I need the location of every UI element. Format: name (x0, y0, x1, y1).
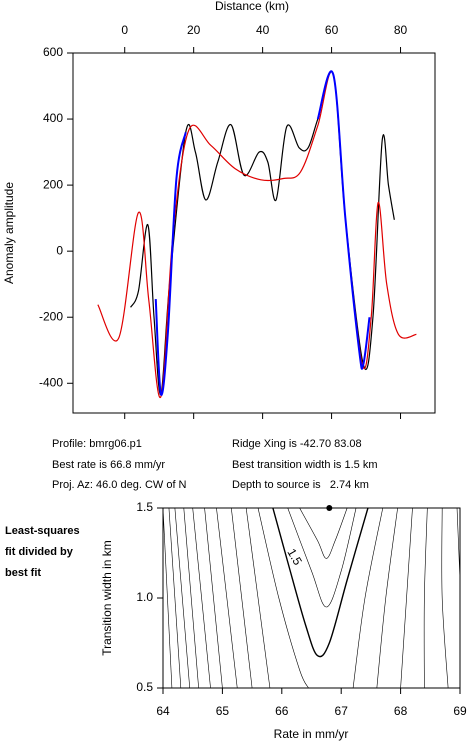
x-tick-label: 66 (275, 704, 289, 718)
y-axis-label: Anomaly amplitude (2, 182, 16, 284)
x-tick-label: 60 (325, 23, 339, 37)
y-tick-label: -400 (39, 375, 63, 389)
x-tick-label: 68 (394, 704, 408, 718)
y-tick-label: 1.5 (136, 500, 153, 514)
note: Least-squares (5, 525, 80, 537)
contour-line (192, 507, 211, 689)
y-tick-label: 1.0 (136, 590, 153, 604)
contour-line (204, 507, 223, 689)
line-series (154, 132, 187, 396)
contour-line (174, 507, 191, 689)
note: best fit (5, 567, 41, 579)
line-series (130, 70, 395, 395)
line-series (316, 70, 371, 370)
contour-line (423, 507, 428, 689)
contour-line (168, 507, 182, 689)
y-tick-label: 600 (43, 45, 63, 59)
contour-line (272, 507, 369, 658)
annotation: Profile: bmrg06.p1 (52, 438, 142, 450)
contour-line (245, 507, 271, 689)
contour-line (257, 507, 309, 689)
y-tick-label: 400 (43, 111, 63, 125)
y-tick-label: -200 (39, 309, 63, 323)
plot-frame (72, 52, 436, 414)
line-series (97, 71, 417, 399)
contour-line (376, 507, 398, 689)
annotation: Proj. Az: 46.0 deg. CW of N (52, 479, 187, 491)
note: fit divided by (5, 546, 74, 558)
contour-line (287, 507, 357, 608)
contour-line (216, 507, 238, 689)
y-tick-label: 0 (56, 243, 63, 257)
best-fit-point (326, 505, 333, 511)
contour-line (352, 507, 384, 689)
annotation: Ridge Xing is -42.70 83.08 (232, 438, 362, 450)
x-tick-label: 40 (256, 23, 270, 37)
x-tick-label: 65 (216, 704, 230, 718)
x-axis-label: Distance (km) (215, 0, 289, 13)
y-axis-label: Transition width in km (100, 540, 114, 656)
y-tick-label: 0.5 (136, 680, 153, 694)
x-axis-label: Rate in mm/yr (274, 727, 349, 741)
annotation: Best transition width is 1.5 km (232, 459, 378, 471)
contour-line (400, 507, 413, 689)
x-tick-label: 67 (335, 704, 349, 718)
annotation: Depth to source is 2.74 km (232, 479, 369, 491)
x-tick-label: 20 (187, 23, 201, 37)
x-tick-label: 64 (156, 704, 170, 718)
x-tick-label: 80 (394, 23, 408, 37)
contour-line (456, 507, 461, 581)
contour-line (231, 507, 253, 689)
contour-line (162, 507, 173, 689)
contour-label: 1.5 (284, 546, 305, 568)
x-tick-label: 0 (121, 23, 128, 37)
annotation: Best rate is 66.8 mm/yr (52, 459, 165, 471)
x-tick-label: 69 (453, 704, 467, 718)
y-tick-label: 200 (43, 177, 63, 191)
contour-line (183, 507, 199, 689)
contour-line (441, 507, 449, 689)
contour-line (299, 507, 348, 559)
